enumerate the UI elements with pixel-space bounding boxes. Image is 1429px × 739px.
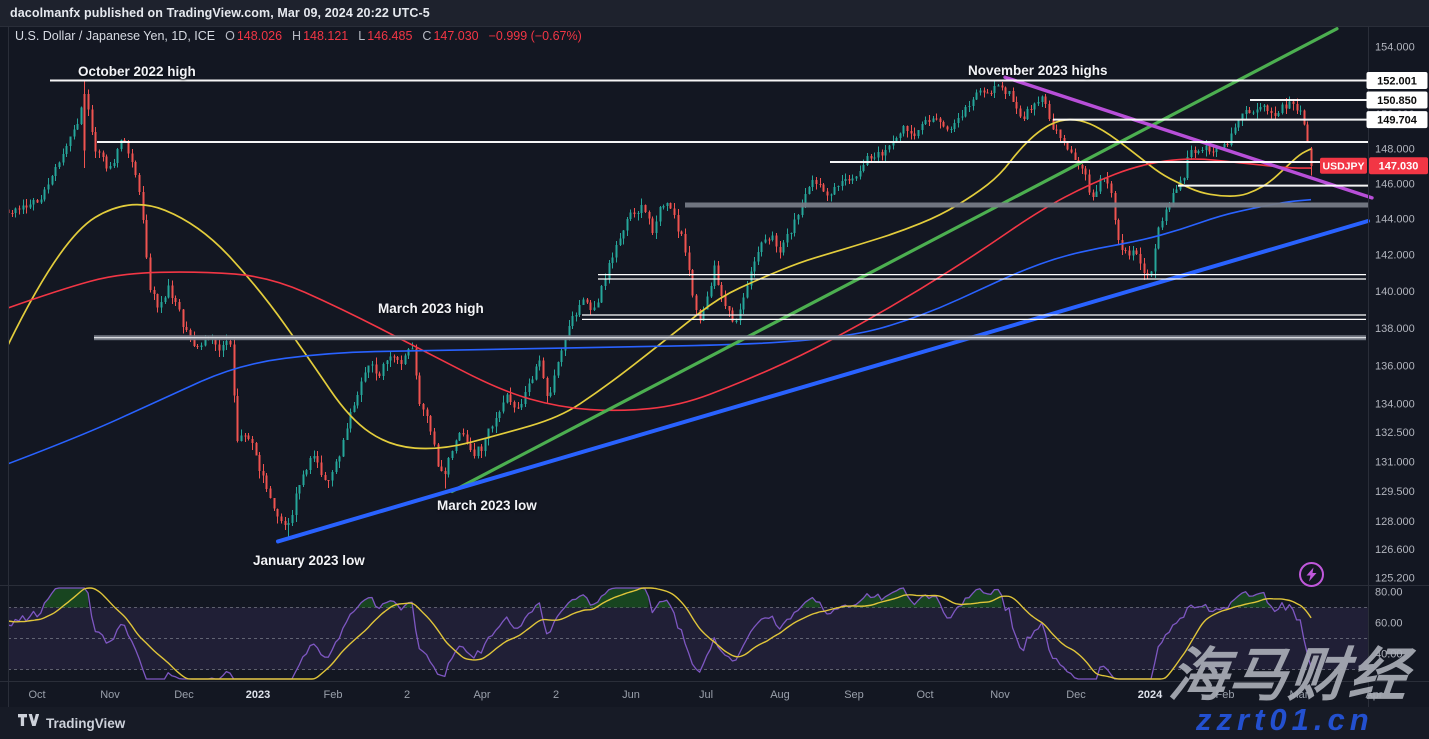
ohlc-low: L 146.485	[358, 29, 413, 43]
annotation-march-2023-low[interactable]: March 2023 low	[437, 498, 537, 513]
change-value: −0.999 (−0.67%)	[488, 29, 582, 43]
tradingview-logo-icon[interactable]	[18, 713, 40, 733]
price-axis: 154.000152.000150.000148.000146.000144.0…	[1375, 42, 1415, 661]
svg-text:Oct: Oct	[916, 689, 933, 701]
svg-text:Feb: Feb	[1216, 689, 1235, 701]
svg-text:134.000: 134.000	[1375, 398, 1415, 410]
svg-text:138.000: 138.000	[1375, 323, 1415, 335]
svg-text:132.500: 132.500	[1375, 427, 1415, 439]
svg-text:Feb: Feb	[324, 689, 343, 701]
svg-text:2: 2	[553, 689, 559, 701]
svg-text:Aug: Aug	[770, 689, 790, 701]
symbol-legend[interactable]: U.S. Dollar / Japanese Yen, 1D, ICE O 148…	[15, 29, 582, 43]
svg-text:125.200: 125.200	[1375, 573, 1415, 585]
svg-text:Dec: Dec	[174, 689, 194, 701]
rsi-overbought-fill	[841, 588, 940, 608]
svg-text:142.000: 142.000	[1375, 250, 1415, 262]
svg-text:140.000: 140.000	[1375, 286, 1415, 298]
horizontal-levels	[50, 79, 1368, 341]
svg-text:154.000: 154.000	[1375, 42, 1415, 54]
svg-text:136.000: 136.000	[1375, 360, 1415, 372]
svg-text:2024: 2024	[1138, 689, 1163, 701]
publish-bar: dacolmanfx published on TradingView.com,…	[0, 0, 1429, 26]
svg-text:2023: 2023	[246, 689, 270, 701]
svg-text:146.000: 146.000	[1375, 178, 1415, 190]
ma-blue-200	[8, 198, 1312, 465]
ohlc-high: H 148.121	[292, 29, 349, 43]
annotation-march-2023-high[interactable]: March 2023 high	[378, 301, 484, 316]
boost-button[interactable]	[1297, 560, 1326, 589]
svg-text:Jul: Jul	[699, 689, 713, 701]
ascending-green	[450, 27, 1339, 493]
svg-text:131.000: 131.000	[1375, 456, 1415, 468]
publish-text: dacolmanfx published on TradingView.com,…	[10, 6, 430, 20]
watermark-cjk: 海马财经	[1165, 641, 1414, 709]
svg-text:Nov: Nov	[990, 689, 1010, 701]
ma-red-100	[8, 158, 1311, 412]
svg-text:Jun: Jun	[622, 689, 640, 701]
annotation-november-2023-highs[interactable]: November 2023 highs	[968, 63, 1108, 78]
svg-text:Sep: Sep	[844, 689, 864, 701]
rsi-overbought-fill	[1231, 591, 1272, 608]
rsi-ma-line	[8, 587, 1312, 680]
price-axis-labels: 152.001 150.850 149.704 USDJPY 147.030	[1320, 72, 1428, 175]
svg-text:148.000: 148.000	[1375, 143, 1415, 155]
svg-text:Oct: Oct	[28, 689, 45, 701]
svg-text:Apr: Apr	[473, 689, 490, 701]
descending-purple	[1003, 75, 1374, 200]
svg-text:147.030: 147.030	[1379, 161, 1419, 173]
svg-text:152.001: 152.001	[1377, 75, 1417, 87]
svg-text:Apr: Apr	[1365, 689, 1382, 701]
svg-text:Dec: Dec	[1066, 689, 1086, 701]
time-axis: Oct Nov Dec 2023 Feb 2 Apr 2 Jun Jul Aug Sep Oct Nov D…	[28, 689, 1382, 701]
lightning-bolt-icon	[1306, 567, 1317, 582]
footer-bar: TradingView	[0, 707, 1429, 739]
symbol-tag	[1320, 157, 1367, 174]
ohlc-close: C 147.030	[422, 29, 479, 43]
rsi-overbought-fill	[44, 588, 89, 608]
footer-brand[interactable]: TradingView	[46, 715, 126, 731]
svg-text:60.00: 60.00	[1375, 618, 1403, 630]
svg-text:Mar: Mar	[1290, 689, 1309, 701]
rsi-overbought-fill	[357, 597, 376, 608]
svg-text:129.500: 129.500	[1375, 486, 1415, 498]
watermark-url: zzrt01.cn	[1196, 702, 1374, 737]
svg-text:149.704: 149.704	[1377, 114, 1418, 126]
svg-text:80.00: 80.00	[1375, 587, 1403, 599]
svg-text:Nov: Nov	[100, 689, 120, 701]
boost-circle	[1299, 562, 1324, 587]
current-price-box	[1369, 157, 1428, 175]
rsi-pane-background	[8, 607, 1368, 670]
svg-text:150.850: 150.850	[1377, 95, 1417, 107]
rsi-indicator	[8, 587, 1312, 680]
svg-text:USDJPY: USDJPY	[1322, 160, 1364, 172]
moving-averages	[8, 118, 1312, 465]
price-label-box	[1366, 72, 1428, 89]
ma-yellow-50	[8, 118, 1312, 450]
svg-text:2: 2	[404, 689, 410, 701]
svg-text:40.00: 40.00	[1375, 649, 1403, 661]
price-label-box	[1366, 111, 1428, 129]
svg-text:144.000: 144.000	[1375, 214, 1415, 226]
ohlc-open: O 148.026	[225, 29, 283, 43]
annotation-october-2022-high[interactable]: October 2022 high	[78, 64, 196, 79]
svg-text:126.600: 126.600	[1375, 544, 1415, 556]
rsi-overbought-fill	[801, 597, 820, 608]
symbol-title[interactable]: U.S. Dollar / Japanese Yen, 1D, ICE	[15, 29, 216, 43]
annotation-january-2023-low[interactable]: January 2023 low	[253, 553, 365, 568]
svg-text:128.000: 128.000	[1375, 516, 1415, 528]
rsi-line	[8, 587, 1312, 680]
rsi-overbought-fill	[958, 588, 1002, 608]
price-label-box	[1366, 91, 1428, 109]
